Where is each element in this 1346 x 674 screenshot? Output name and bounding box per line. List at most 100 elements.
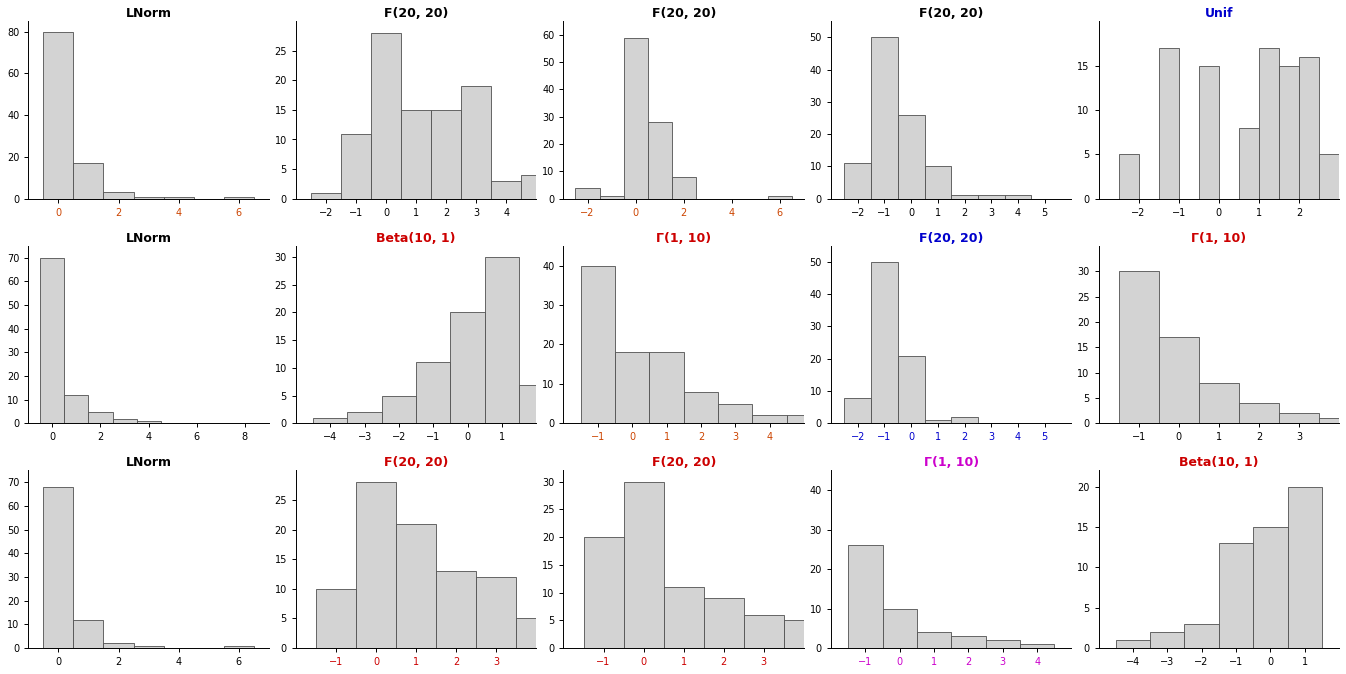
Bar	[1319, 419, 1346, 423]
Bar	[223, 197, 254, 199]
Bar	[596, 642, 637, 648]
Bar	[717, 404, 752, 423]
Title: Γ(1, 10): Γ(1, 10)	[923, 456, 979, 469]
Bar	[113, 419, 136, 423]
Bar	[223, 646, 254, 648]
Bar	[1119, 154, 1139, 199]
Bar	[451, 312, 485, 423]
Bar	[898, 356, 925, 423]
Bar	[898, 115, 925, 199]
Bar	[314, 418, 347, 423]
Bar	[1149, 632, 1184, 648]
Bar	[520, 384, 553, 423]
Bar	[74, 619, 104, 648]
Title: F(20, 20): F(20, 20)	[384, 7, 448, 20]
Title: Γ(1, 10): Γ(1, 10)	[1191, 232, 1246, 245]
Bar	[584, 537, 623, 648]
Bar	[767, 196, 791, 199]
Bar	[883, 609, 917, 648]
Bar	[1184, 624, 1219, 648]
Bar	[556, 630, 596, 648]
Bar	[580, 266, 615, 423]
Bar	[979, 195, 1004, 199]
Bar	[952, 417, 979, 423]
Bar	[1004, 195, 1031, 199]
Bar	[985, 640, 1020, 648]
Bar	[844, 163, 871, 199]
Bar	[787, 415, 821, 423]
Bar	[485, 257, 520, 423]
Bar	[476, 577, 517, 648]
Bar	[1288, 487, 1322, 648]
Bar	[517, 619, 556, 648]
Title: LNorm: LNorm	[125, 456, 171, 469]
Bar	[491, 181, 521, 199]
Bar	[462, 86, 491, 199]
Bar	[1159, 48, 1179, 199]
Title: Γ(1, 10): Γ(1, 10)	[656, 232, 711, 245]
Bar	[396, 524, 436, 648]
Bar	[401, 110, 431, 199]
Bar	[1219, 543, 1253, 648]
Bar	[783, 620, 824, 648]
Bar	[1238, 127, 1259, 199]
Bar	[1119, 271, 1159, 423]
Bar	[316, 589, 357, 648]
Bar	[436, 571, 476, 648]
Bar	[1116, 640, 1149, 648]
Bar	[133, 197, 164, 199]
Bar	[133, 646, 164, 648]
Title: Beta(10, 1): Beta(10, 1)	[377, 232, 456, 245]
Title: LNorm: LNorm	[125, 232, 171, 245]
Title: Unif: Unif	[1205, 7, 1233, 20]
Title: F(20, 20): F(20, 20)	[919, 232, 984, 245]
Bar	[1199, 383, 1238, 423]
Bar	[521, 175, 552, 199]
Title: F(20, 20): F(20, 20)	[384, 456, 448, 469]
Bar	[623, 481, 664, 648]
Bar	[1279, 65, 1299, 199]
Bar	[925, 420, 952, 423]
Bar	[672, 177, 696, 199]
Bar	[311, 193, 341, 199]
Bar	[871, 262, 898, 423]
Bar	[1020, 644, 1054, 648]
Bar	[623, 38, 647, 199]
Bar	[43, 487, 74, 648]
Bar	[1238, 403, 1279, 423]
Bar	[382, 396, 416, 423]
Bar	[664, 587, 704, 648]
Bar	[347, 412, 382, 423]
Title: F(20, 20): F(20, 20)	[919, 7, 984, 20]
Bar	[925, 166, 952, 199]
Bar	[647, 122, 672, 199]
Bar	[1259, 48, 1279, 199]
Bar	[824, 632, 864, 648]
Bar	[89, 412, 113, 423]
Bar	[615, 353, 649, 423]
Bar	[431, 110, 462, 199]
Bar	[684, 392, 717, 423]
Bar	[1299, 57, 1319, 199]
Bar	[416, 363, 451, 423]
Bar	[844, 398, 871, 423]
Bar	[104, 192, 133, 199]
Bar	[1253, 527, 1288, 648]
Bar	[576, 188, 599, 199]
Bar	[1319, 154, 1339, 199]
Bar	[1279, 413, 1319, 423]
Bar	[164, 197, 194, 199]
Bar	[871, 37, 898, 199]
Bar	[599, 196, 623, 199]
Bar	[136, 421, 160, 423]
Title: F(20, 20): F(20, 20)	[651, 7, 716, 20]
Bar	[341, 133, 371, 199]
Bar	[704, 598, 744, 648]
Bar	[371, 33, 401, 199]
Bar	[917, 632, 952, 648]
Bar	[104, 643, 133, 648]
Bar	[752, 415, 787, 423]
Bar	[1159, 337, 1199, 423]
Bar	[357, 483, 396, 648]
Bar	[74, 163, 104, 199]
